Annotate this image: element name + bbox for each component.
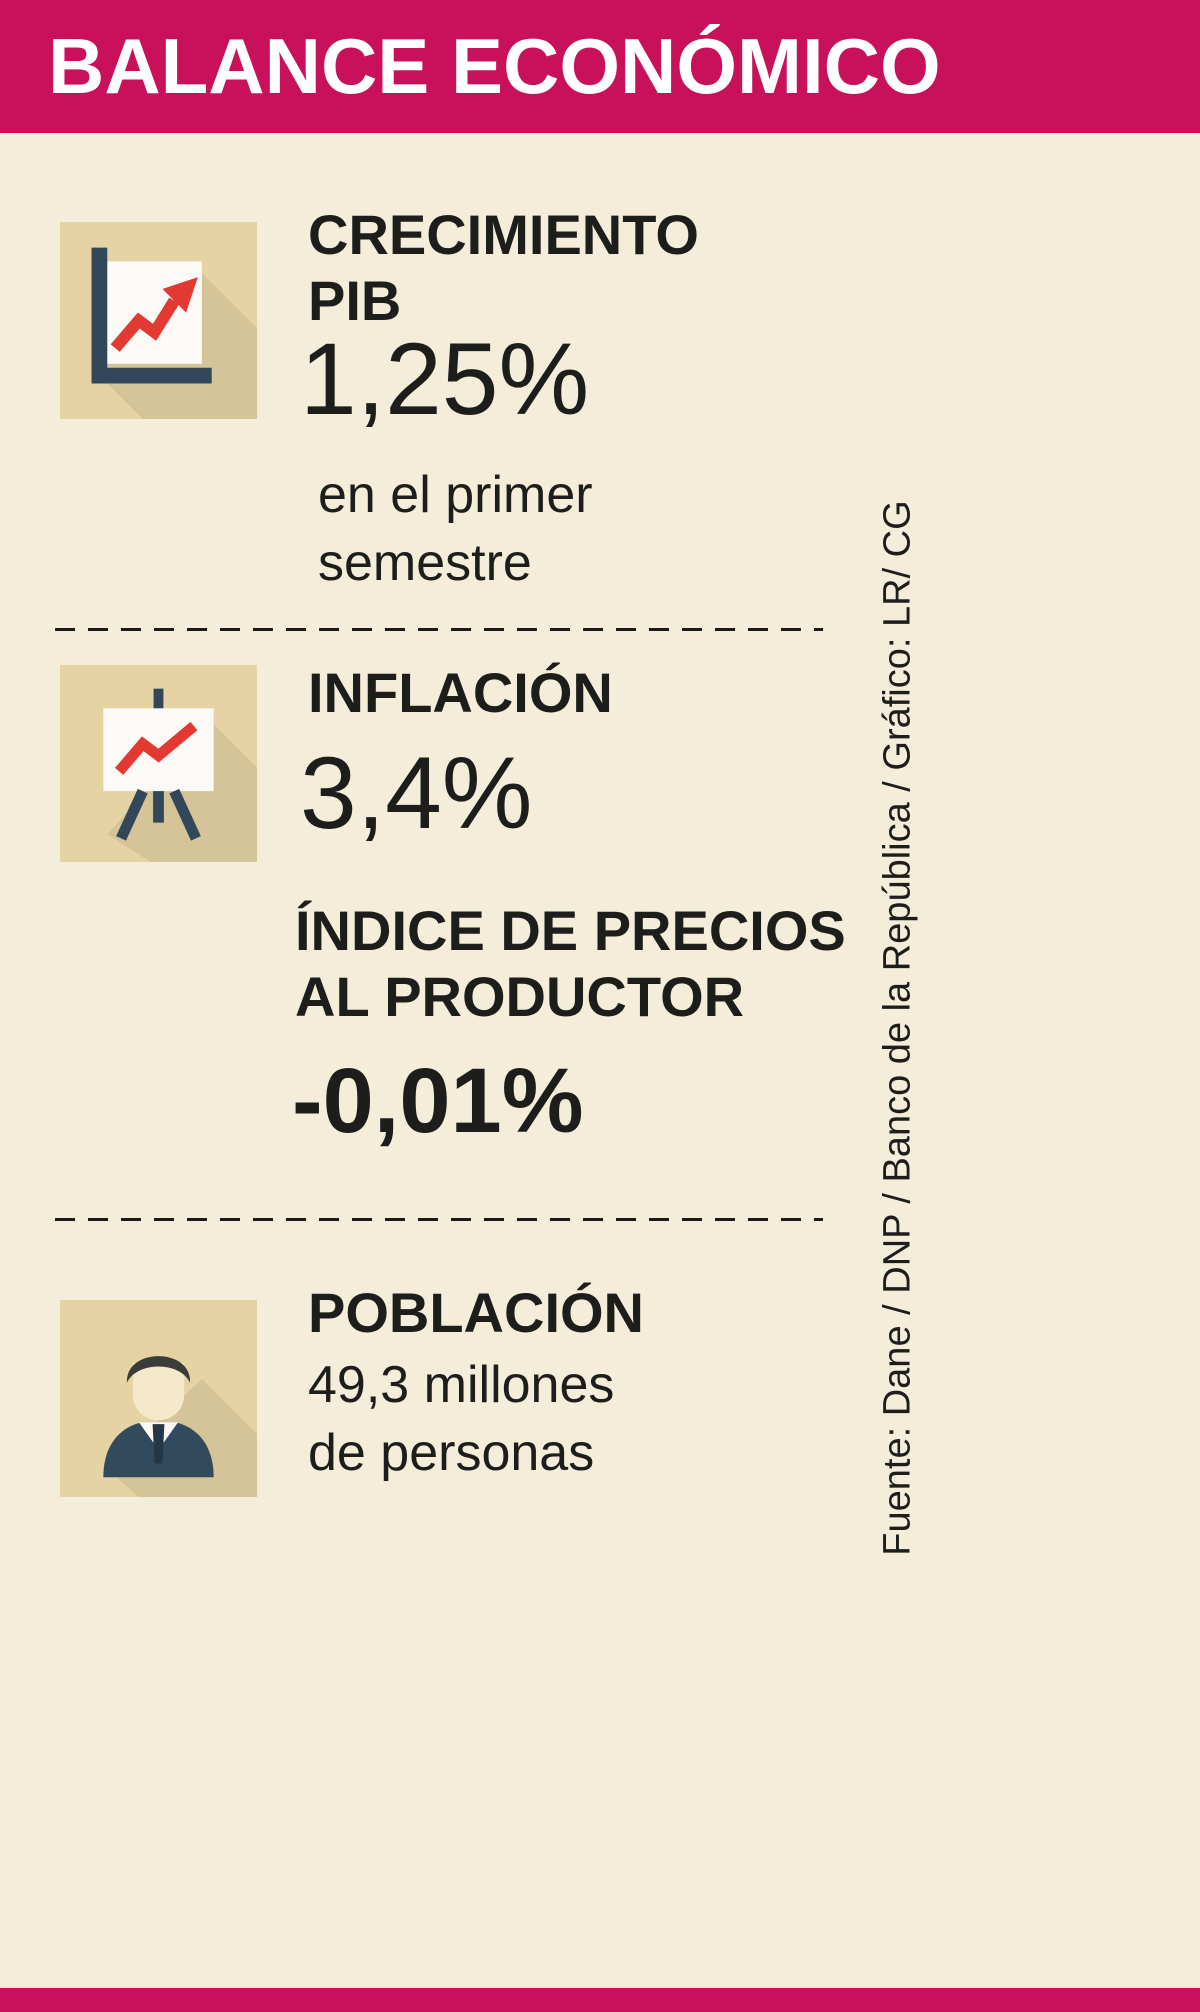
footer-bar: [0, 1988, 1200, 2012]
header-bar: BALANCE ECONÓMICO: [0, 0, 1200, 133]
section-divider: [55, 628, 823, 631]
population-section-title: POBLACIÓN: [308, 1281, 644, 1344]
population-icon-tile: [60, 1300, 257, 1497]
line-chart-icon: [60, 222, 257, 419]
population-value: 49,3 millones de personas: [308, 1356, 615, 1482]
inflation-section-title: INFLACIÓN: [308, 661, 613, 724]
section-divider: [55, 1218, 823, 1221]
person-icon: [60, 1300, 257, 1497]
pib-subtitle: en el primer semestre: [318, 466, 593, 592]
presentation-chart-icon: [60, 665, 257, 862]
page-title: BALANCE ECONÓMICO: [48, 22, 941, 110]
source-note: Fuente: Dane / DNP / Banco de la Repúbli…: [876, 500, 919, 1556]
ipp-value: -0,01%: [292, 1050, 584, 1152]
inflation-icon-tile: [60, 665, 257, 862]
pib-section-title: CRECIMIENTO PIB: [308, 203, 699, 333]
pib-icon-tile: [60, 222, 257, 419]
pib-value: 1,25%: [300, 322, 590, 436]
inflation-value: 3,4%: [300, 736, 533, 850]
ipp-section-title: ÍNDICE DE PRECIOS AL PRODUCTOR: [295, 899, 846, 1029]
